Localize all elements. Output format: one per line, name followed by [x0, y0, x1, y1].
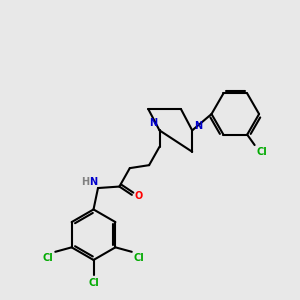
- Text: N: N: [89, 177, 98, 187]
- Text: Cl: Cl: [256, 147, 267, 157]
- Text: Cl: Cl: [134, 253, 145, 263]
- Text: N: N: [149, 118, 157, 128]
- Text: Cl: Cl: [88, 278, 99, 287]
- Text: N: N: [195, 121, 203, 131]
- Text: H: H: [81, 177, 90, 187]
- Text: Cl: Cl: [43, 253, 53, 263]
- Text: O: O: [135, 191, 143, 201]
